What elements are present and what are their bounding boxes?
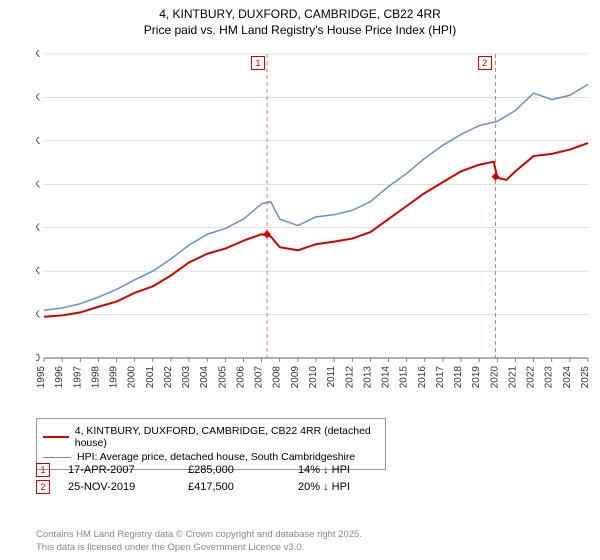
svg-text:2023: 2023 xyxy=(544,366,555,389)
svg-text:£500K: £500K xyxy=(36,136,40,147)
title-block: 4, KINTBURY, DUXFORD, CAMBRIDGE, CB22 4R… xyxy=(0,0,600,38)
title-line-2: Price paid vs. HM Land Registry's House … xyxy=(0,22,600,38)
footer-line-1: Contains HM Land Registry data © Crown c… xyxy=(36,529,362,541)
svg-text:2018: 2018 xyxy=(453,366,464,389)
chart-container: 4, KINTBURY, DUXFORD, CAMBRIDGE, CB22 4R… xyxy=(0,0,600,560)
svg-text:1998: 1998 xyxy=(90,366,101,389)
title-line-1: 4, KINTBURY, DUXFORD, CAMBRIDGE, CB22 4R… xyxy=(0,6,600,22)
svg-text:£300K: £300K xyxy=(36,223,40,234)
legend-item: 4, KINTBURY, DUXFORD, CAMBRIDGE, CB22 4R… xyxy=(43,425,379,449)
svg-text:2007: 2007 xyxy=(254,366,265,389)
svg-text:2002: 2002 xyxy=(163,366,174,389)
svg-text:2021: 2021 xyxy=(507,366,518,389)
svg-text:2000: 2000 xyxy=(127,366,138,389)
svg-text:£0: £0 xyxy=(36,353,40,364)
svg-text:1997: 1997 xyxy=(72,366,83,389)
svg-text:£200K: £200K xyxy=(36,266,40,277)
svg-text:2009: 2009 xyxy=(290,366,301,389)
svg-text:1999: 1999 xyxy=(109,366,120,389)
svg-text:2011: 2011 xyxy=(326,366,337,388)
svg-text:2024: 2024 xyxy=(562,366,573,389)
chart-area: £0 £100K £200K £300K £400K £500K £600K £700K 199… xyxy=(36,48,592,410)
svg-text:2005: 2005 xyxy=(217,366,228,389)
svg-text:2008: 2008 xyxy=(272,366,283,389)
marker-annotation-1: 1 xyxy=(251,56,265,70)
svg-text:2020: 2020 xyxy=(489,366,500,389)
svg-text:2022: 2022 xyxy=(526,366,537,389)
legend-swatch xyxy=(43,436,69,438)
svg-text:2010: 2010 xyxy=(308,366,319,389)
svg-text:£700K: £700K xyxy=(36,49,40,60)
svg-text:2014: 2014 xyxy=(381,366,392,389)
svg-text:2025: 2025 xyxy=(580,366,591,389)
marker-annotation-2: 2 xyxy=(478,56,492,70)
marker-date: 25-NOV-2019 xyxy=(68,481,188,493)
marker-date: 17-APR-2007 xyxy=(68,464,188,476)
svg-text:2015: 2015 xyxy=(399,366,410,389)
marker-pct: 14% ↓ HPI xyxy=(298,464,418,476)
marker-price: £285,000 xyxy=(188,464,298,476)
svg-text:2003: 2003 xyxy=(181,366,192,389)
svg-text:2004: 2004 xyxy=(199,366,210,389)
svg-text:1996: 1996 xyxy=(54,366,65,389)
legend-swatch xyxy=(43,457,71,458)
legend-label: 4, KINTBURY, DUXFORD, CAMBRIDGE, CB22 4R… xyxy=(75,425,379,449)
footer-line-2: This data is licensed under the Open Gov… xyxy=(36,542,362,554)
svg-text:2006: 2006 xyxy=(235,366,246,389)
svg-text:2012: 2012 xyxy=(344,366,355,389)
marker-row: 2 25-NOV-2019 £417,500 20% ↓ HPI xyxy=(36,480,418,494)
svg-text:2013: 2013 xyxy=(362,366,373,389)
marker-pct: 20% ↓ HPI xyxy=(298,481,418,493)
marker-row: 1 17-APR-2007 £285,000 14% ↓ HPI xyxy=(36,463,418,477)
marker-number: 2 xyxy=(36,480,50,494)
svg-text:2001: 2001 xyxy=(145,366,156,389)
svg-text:2017: 2017 xyxy=(435,366,446,389)
svg-text:1995: 1995 xyxy=(36,366,47,389)
svg-text:2016: 2016 xyxy=(417,366,428,389)
chart-svg: £0 £100K £200K £300K £400K £500K £600K £700K 199… xyxy=(36,48,592,410)
marker-table: 1 17-APR-2007 £285,000 14% ↓ HPI 2 25-NO… xyxy=(36,460,418,497)
svg-text:£600K: £600K xyxy=(36,92,40,103)
svg-text:£100K: £100K xyxy=(36,310,40,321)
svg-text:2019: 2019 xyxy=(471,366,482,389)
svg-text:£400K: £400K xyxy=(36,179,40,190)
footer: Contains HM Land Registry data © Crown c… xyxy=(36,529,362,554)
marker-number: 1 xyxy=(36,463,50,477)
marker-price: £417,500 xyxy=(188,481,298,493)
